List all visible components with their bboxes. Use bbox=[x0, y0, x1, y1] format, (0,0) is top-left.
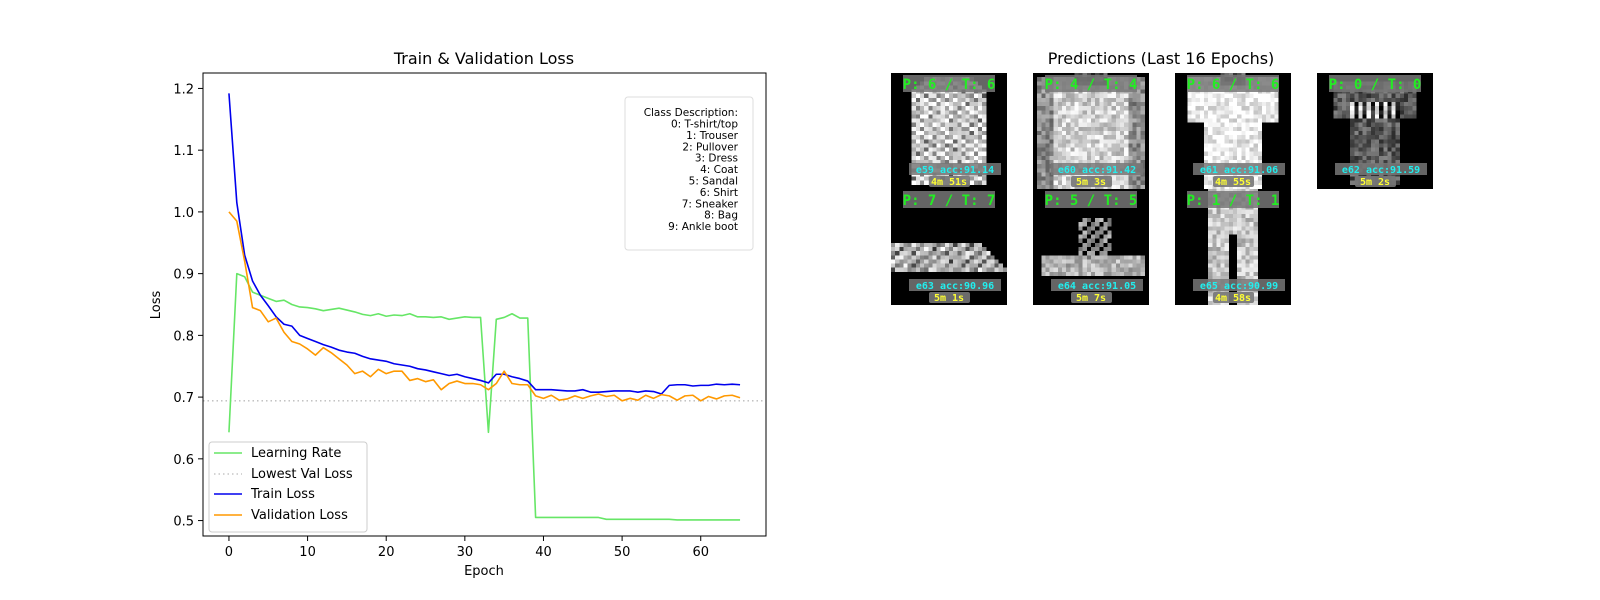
class-description-line: 5: Sandal bbox=[689, 176, 738, 188]
epoch-time: 5m 2s bbox=[1360, 177, 1390, 188]
x-tick-label: 0 bbox=[225, 545, 233, 560]
epoch-accuracy: e61 acc:91.06 bbox=[1200, 165, 1278, 176]
y-tick-label: 1.1 bbox=[173, 144, 194, 159]
y-tick-label: 0.6 bbox=[173, 453, 194, 468]
class-description-line: 2: Pullover bbox=[682, 141, 738, 153]
epoch-time: 4m 51s bbox=[931, 177, 967, 188]
time-box bbox=[1355, 176, 1396, 187]
epoch-time: 4m 58s bbox=[1215, 293, 1251, 304]
stats-box bbox=[1051, 163, 1143, 175]
legend-learning-rate: Learning Rate bbox=[251, 446, 341, 461]
epoch-time: 4m 55s bbox=[1215, 177, 1251, 188]
stats-box bbox=[909, 279, 1001, 291]
prediction-label: P: 0 / T: 0 bbox=[1329, 77, 1422, 93]
class-description-line: 9: Ankle boot bbox=[668, 221, 738, 233]
y-tick-label: 0.7 bbox=[173, 391, 194, 406]
train-loss-line bbox=[228, 93, 741, 395]
class-description-line: 3: Dress bbox=[695, 153, 738, 165]
predictions-panel: Predictions (Last 16 Epochs) P: 6 / T: 6… bbox=[891, 49, 1433, 305]
x-axis-label: Epoch bbox=[464, 564, 504, 579]
x-tick-label: 40 bbox=[535, 545, 552, 560]
x-tick-label: 20 bbox=[378, 545, 395, 560]
x-tick-label: 60 bbox=[692, 545, 709, 560]
time-box bbox=[1071, 176, 1112, 187]
stats-box bbox=[1193, 163, 1285, 175]
time-box bbox=[929, 292, 970, 303]
class-description-line: 1: Trouser bbox=[686, 130, 739, 142]
prediction-label: P: 4 / T: 4 bbox=[1045, 77, 1138, 93]
label-box bbox=[1329, 75, 1421, 92]
y-tick-label: 1.2 bbox=[173, 82, 194, 97]
label-box bbox=[903, 75, 995, 92]
prediction-label: P: 6 / T: 6 bbox=[903, 77, 996, 93]
prediction-label: P: 5 / T: 5 bbox=[1045, 193, 1138, 209]
validation-loss-line bbox=[228, 211, 741, 402]
epoch-accuracy: e63 acc:90.96 bbox=[916, 281, 994, 292]
y-axis-label: Loss bbox=[149, 291, 164, 320]
class-description-line: 7: Sneaker bbox=[682, 198, 739, 210]
epoch-time: 5m 1s bbox=[934, 293, 964, 304]
epoch-accuracy: e65 acc:90.99 bbox=[1200, 281, 1278, 292]
predictions-title: Predictions (Last 16 Epochs) bbox=[1048, 49, 1275, 68]
stats-box bbox=[909, 163, 1001, 175]
prediction-label: P: 1 / T: 1 bbox=[1187, 193, 1280, 209]
label-box bbox=[1045, 191, 1137, 208]
y-tick-label: 0.5 bbox=[173, 515, 194, 530]
stats-box bbox=[1335, 163, 1427, 175]
x-tick-label: 50 bbox=[614, 545, 631, 560]
y-tick-label: 0.8 bbox=[173, 329, 194, 344]
epoch-time: 5m 3s bbox=[1076, 177, 1106, 188]
loss-chart-title: Train & Validation Loss bbox=[393, 49, 574, 68]
plot-frame bbox=[202, 72, 767, 537]
class-description-line: 4: Coat bbox=[700, 164, 738, 176]
epoch-accuracy: e62 acc:91.59 bbox=[1342, 165, 1420, 176]
epoch-accuracy: e60 acc:91.42 bbox=[1058, 165, 1136, 176]
epoch-time: 5m 7s bbox=[1076, 293, 1106, 304]
x-tick-label: 10 bbox=[299, 545, 316, 560]
time-box bbox=[929, 176, 970, 187]
y-tick-label: 0.9 bbox=[173, 268, 194, 283]
prediction-label: P: 7 / T: 7 bbox=[903, 193, 996, 209]
stats-box bbox=[1051, 279, 1143, 291]
time-box bbox=[1071, 292, 1112, 303]
prediction-label: P: 6 / T: 6 bbox=[1187, 77, 1280, 93]
epoch-accuracy: e64 acc:91.05 bbox=[1058, 281, 1136, 292]
legend-validation-loss: Validation Loss bbox=[251, 508, 348, 523]
label-box bbox=[1187, 75, 1279, 92]
legend: Learning Rate Lowest Val Loss Train Loss… bbox=[208, 441, 368, 533]
label-box bbox=[1187, 191, 1279, 208]
class-description-line: 0: T-shirt/top bbox=[671, 119, 738, 131]
y-tick-label: 1.0 bbox=[173, 206, 194, 221]
label-box bbox=[1045, 75, 1137, 92]
class-description-heading: Class Description: bbox=[644, 107, 738, 119]
class-description-line: 6: Shirt bbox=[700, 187, 738, 199]
class-description-line: 8: Bag bbox=[704, 210, 738, 222]
loss-chart: Train & Validation Loss 0 10 20 30 40 50 60 0.5… bbox=[149, 49, 767, 579]
stats-box bbox=[1193, 279, 1285, 291]
legend-train-loss: Train Loss bbox=[250, 487, 315, 502]
label-box bbox=[903, 191, 995, 208]
epoch-accuracy: e59 acc:91.14 bbox=[916, 165, 994, 176]
legend-lowest-val-loss: Lowest Val Loss bbox=[251, 467, 353, 482]
x-tick-label: 30 bbox=[457, 545, 474, 560]
learning-rate-line bbox=[228, 272, 741, 521]
time-box bbox=[1213, 292, 1254, 303]
time-box bbox=[1213, 176, 1254, 187]
